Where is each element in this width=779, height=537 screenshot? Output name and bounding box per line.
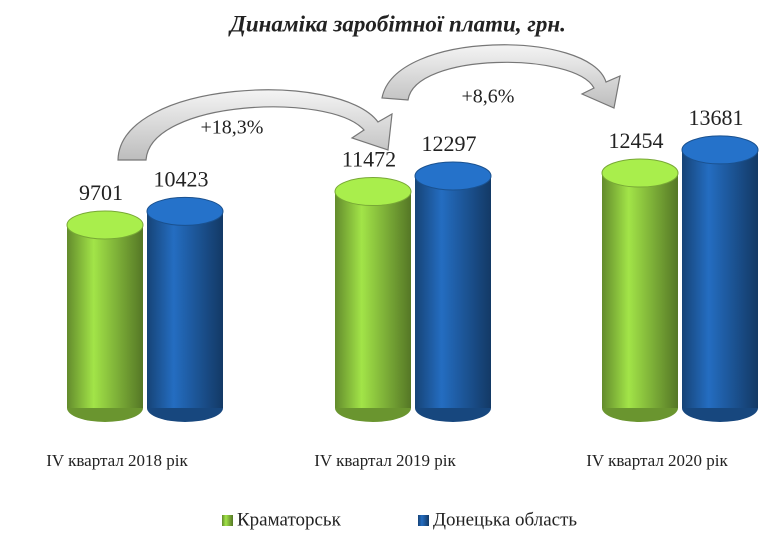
x-tick-label: IV квартал 2019 рік <box>314 451 456 470</box>
cylinder-top <box>681 135 759 165</box>
data-label: 12454 <box>609 128 664 153</box>
legend-swatch <box>222 515 233 526</box>
growth-arrow <box>117 89 393 161</box>
annotation: +8,6% <box>462 86 515 108</box>
x-tick-label: IV квартал 2020 рік <box>586 451 728 470</box>
growth-arrow <box>381 44 621 109</box>
bar <box>335 191 411 408</box>
bar <box>602 173 678 408</box>
data-label: 13681 <box>689 105 744 130</box>
cylinder-top <box>414 161 492 191</box>
data-label: 11472 <box>342 147 396 172</box>
x-tick-label: IV квартал 2018 рік <box>46 451 188 470</box>
legend-label: Краматорськ <box>237 509 342 530</box>
bar <box>415 175 491 408</box>
legend-swatch <box>418 515 429 526</box>
cylinder-top <box>146 196 224 226</box>
annotation: +18,3% <box>201 117 264 139</box>
legend-label: Донецька область <box>433 509 577 530</box>
cylinder-top <box>601 158 679 188</box>
data-label: 9701 <box>79 180 123 205</box>
data-label: 12297 <box>422 131 477 156</box>
cylinder-top <box>66 210 144 240</box>
bar <box>67 224 143 408</box>
data-label: 10423 <box>154 166 209 191</box>
bar <box>682 149 758 408</box>
bar <box>147 211 223 408</box>
chart-title: Динаміка заробітної плати, грн. <box>228 11 566 36</box>
cylinder-top <box>334 177 412 207</box>
